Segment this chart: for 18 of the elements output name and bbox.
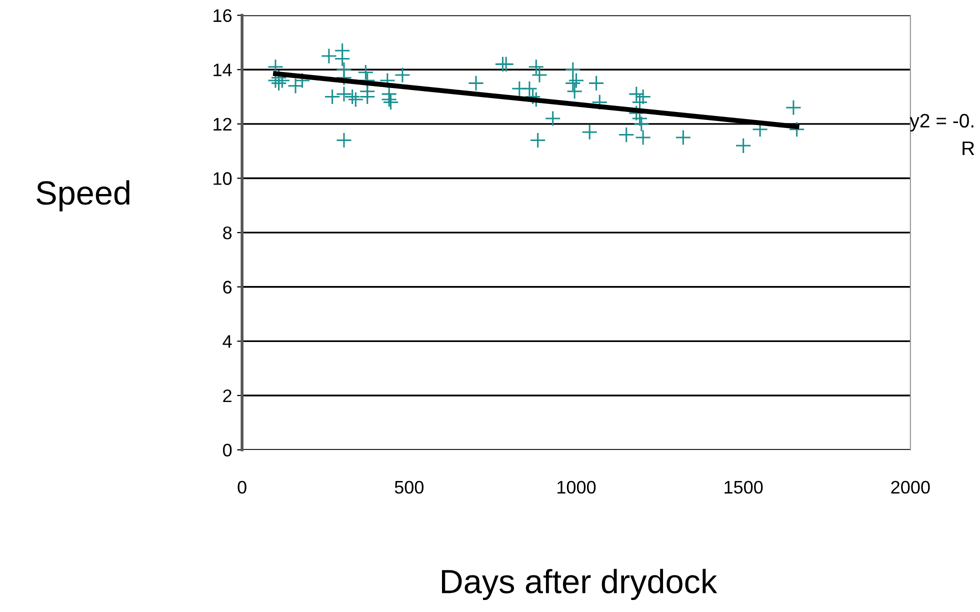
text: R <box>962 142 974 155</box>
x-axis-title: Days after drydock <box>442 568 718 600</box>
y-tick-label: 12 <box>214 118 232 130</box>
x-tick-label: 2000 <box>891 480 930 494</box>
y-tick-label: 4 <box>222 335 232 348</box>
x-tick-label: 500 <box>394 480 424 494</box>
y-tick-label: 14 <box>214 64 232 76</box>
y-tick-label: 10 <box>214 172 232 185</box>
x-tick-label: 1000 <box>558 480 596 494</box>
y-tick-label: 16 <box>214 9 232 22</box>
y-axis-title: Speed <box>36 180 130 212</box>
y-tick-label: 8 <box>223 226 232 240</box>
x-tick-label: 1500 <box>724 480 763 494</box>
y-tick-label: 2 <box>223 389 232 402</box>
annotation: y2 = -0. <box>910 114 974 132</box>
y-tick-label: 0 <box>223 444 232 457</box>
x-tick-label: 0 <box>238 480 246 494</box>
y-tick-label: 6 <box>223 280 232 294</box>
